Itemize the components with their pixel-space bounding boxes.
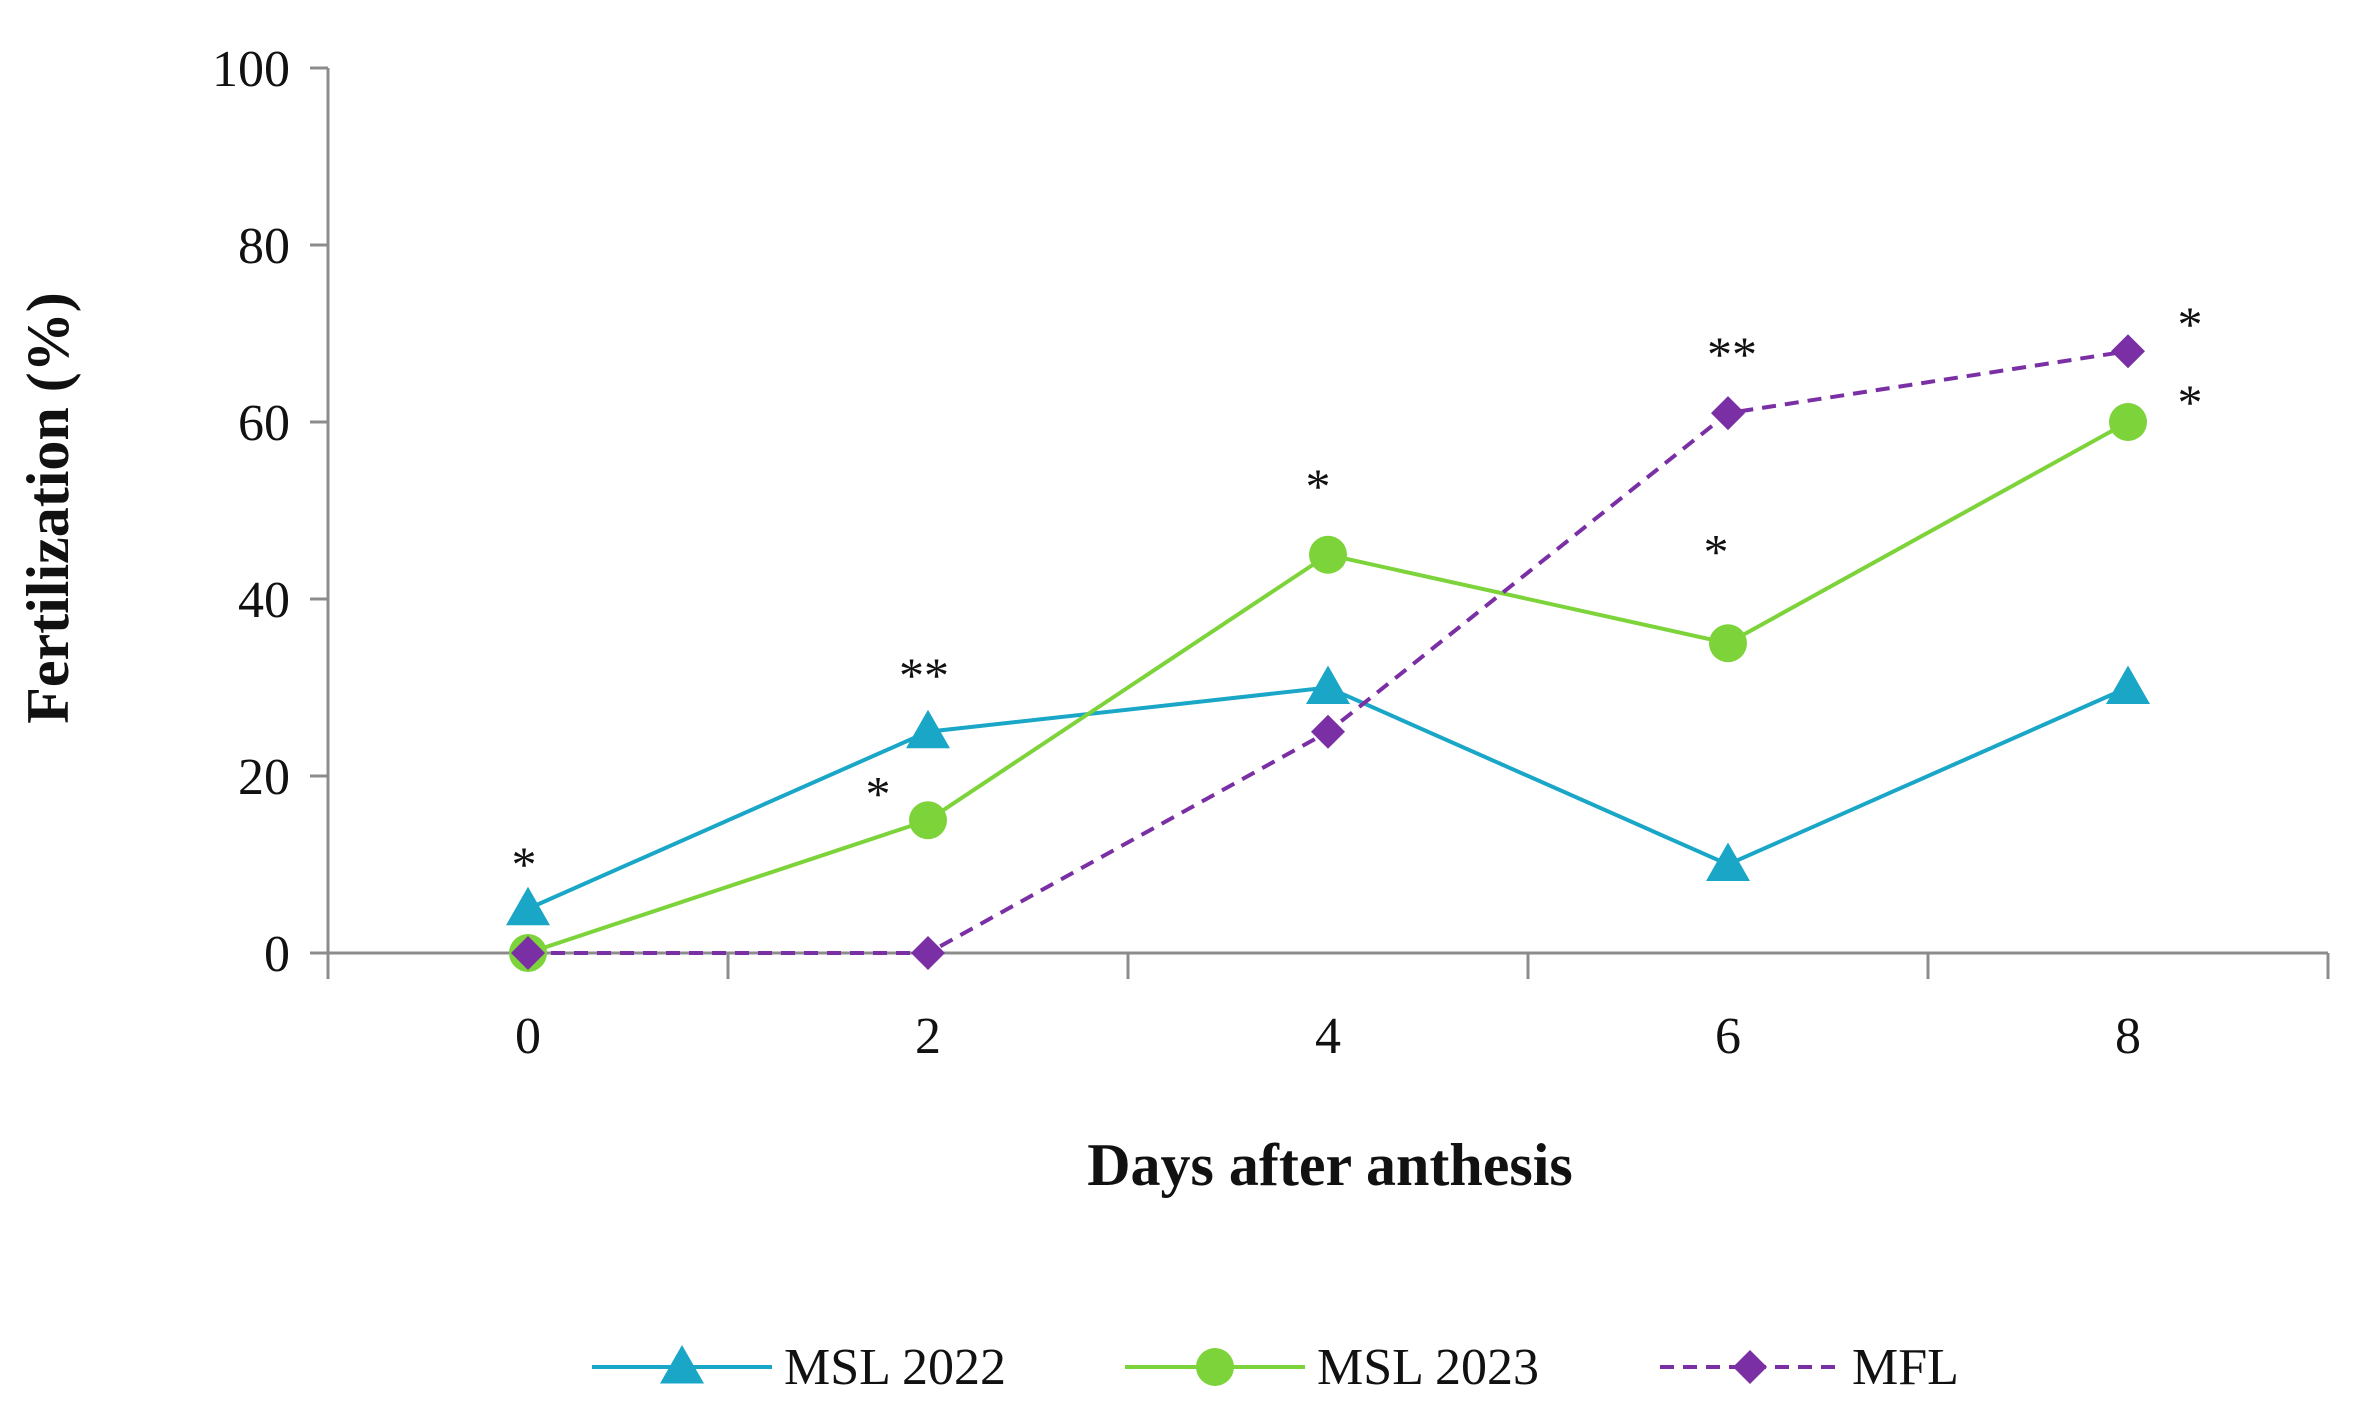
- series-msl-2022: [506, 665, 2150, 926]
- data-point-circle: [1709, 624, 1747, 663]
- data-point-triangle: [1706, 842, 1750, 881]
- data-point-diamond: [911, 936, 945, 970]
- y-tick-label: 80: [238, 218, 290, 275]
- y-tick-label: 60: [238, 395, 290, 452]
- data-point-triangle: [2106, 665, 2150, 704]
- series-layer: [506, 334, 2150, 972]
- significance-label: *: [866, 765, 891, 821]
- legend-marker-circle: [1196, 1348, 1234, 1386]
- significance-label: *: [512, 836, 537, 892]
- significance-label: **: [1707, 326, 1757, 382]
- y-tick-label: 20: [238, 749, 290, 806]
- series-line: [528, 349, 2129, 955]
- legend-item: MFL: [1660, 1339, 1959, 1396]
- data-point-triangle: [506, 886, 550, 926]
- y-tick-label: 100: [212, 41, 290, 98]
- data-point-diamond: [511, 936, 545, 970]
- x-tick-label: 2: [915, 1008, 941, 1065]
- legend-label: MSL 2022: [784, 1339, 1006, 1396]
- x-tick-label: 6: [1715, 1008, 1741, 1065]
- legend-marker-triangle: [660, 1345, 704, 1384]
- series-msl-2023: [509, 403, 2147, 972]
- significance-annotations: **********: [512, 296, 2203, 892]
- legend: MSL 2022 MSL 2023 MFL: [592, 1339, 1959, 1396]
- data-point-triangle: [906, 709, 950, 749]
- x-tick-label: 8: [2115, 1008, 2141, 1065]
- data-point-circle: [1309, 535, 1347, 574]
- legend-label: MSL 2023: [1317, 1339, 1539, 1396]
- data-point-diamond: [1311, 714, 1345, 749]
- data-point-circle: [909, 801, 947, 840]
- x-ticks: 0 2 4 6 8: [326, 953, 2330, 1065]
- y-tick-label: 40: [238, 572, 290, 629]
- x-tick-label: 0: [515, 1008, 541, 1065]
- significance-label: *: [2178, 374, 2203, 430]
- y-tick-label: 0: [264, 926, 290, 983]
- significance-label: *: [1306, 458, 1331, 514]
- y-ticks: 0 20 40 60 80 100: [212, 41, 328, 983]
- legend-label: MFL: [1852, 1339, 1959, 1396]
- axes: 0 20 40 60 80 100 0 2 4 6 8: [212, 41, 2330, 1065]
- data-point-circle: [2109, 403, 2147, 441]
- legend-marker-diamond: [1733, 1350, 1767, 1384]
- legend-item: MSL 2022: [592, 1339, 1006, 1396]
- series-mfl: [511, 334, 2145, 970]
- x-axis-title: Days after anthesis: [1087, 1132, 1573, 1198]
- legend-item: MSL 2023: [1125, 1339, 1539, 1396]
- data-point-diamond: [2111, 334, 2145, 369]
- y-axis-title: Fertilization (%): [15, 292, 81, 724]
- significance-label: **: [899, 647, 949, 703]
- data-point-triangle: [1306, 665, 1350, 704]
- data-point-diamond: [1711, 396, 1745, 431]
- significance-label: *: [1704, 523, 1729, 579]
- significance-label: *: [2178, 296, 2203, 352]
- x-tick-label: 4: [1315, 1008, 1341, 1065]
